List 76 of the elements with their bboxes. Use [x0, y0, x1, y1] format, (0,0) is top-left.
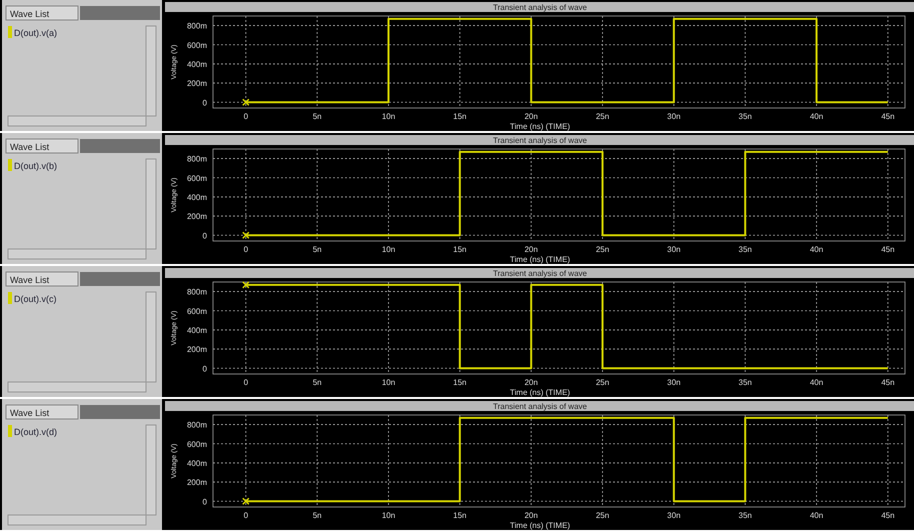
x-tick-label: 45n — [881, 378, 895, 387]
y-tick-label: 800m — [186, 420, 208, 430]
x-tick-label: 25n — [596, 112, 610, 121]
y-tick-label: 400m — [186, 192, 208, 202]
y-tick-label: 0 — [202, 497, 208, 506]
y-tick-label: 400m — [186, 60, 208, 69]
text: Wave List — [10, 408, 50, 418]
x-axis-title: Time (ns) (TIME) — [510, 388, 570, 397]
x-tick-label: 10n — [382, 378, 396, 387]
x-tick-label: 45n — [881, 245, 895, 254]
x-tick-label: 10n — [382, 245, 396, 254]
y-tick-label: 400m — [186, 458, 208, 468]
x-tick-label: 20n — [524, 378, 538, 387]
x-tick-label: 25n — [596, 378, 610, 387]
x-tick-label: 40n — [810, 378, 824, 387]
legend-label: D(out).v(a) — [14, 28, 58, 38]
x-tick-label: 15n — [453, 245, 467, 254]
x-tick-label: 30n — [667, 511, 681, 520]
chart-title: Transient analysis of wave — [493, 3, 588, 12]
chart-title: Transient analysis of wave — [493, 269, 588, 278]
x-tick-label: 25n — [596, 511, 610, 520]
x-tick-label: 0 — [244, 378, 249, 387]
x-axis-title: Time (ns) (TIME) — [510, 255, 570, 264]
y-tick-label: 800m — [186, 22, 208, 31]
x-tick-label: 15n — [453, 511, 467, 520]
y-tick-label: 800m — [186, 154, 208, 164]
x-tick-label: 15n — [453, 378, 467, 387]
y-tick-label: 200m — [186, 212, 208, 222]
x-tick-label: 30n — [667, 378, 681, 387]
text: Wave List — [10, 9, 50, 19]
legend-label: D(out).v(c) — [14, 294, 56, 304]
x-tick-label: 25n — [596, 245, 610, 254]
y-tick-label: 0 — [202, 98, 208, 108]
x-axis-title: Time (ns) (TIME) — [510, 122, 570, 131]
chart-title: Transient analysis of wave — [493, 136, 588, 145]
y-tick-label: 800m — [186, 288, 208, 297]
y-tick-label: 200m — [186, 79, 208, 88]
x-tick-label: 40n — [810, 511, 824, 520]
y-tick-label: 200m — [186, 478, 208, 488]
y-tick-label: 0 — [202, 364, 208, 374]
y-tick-label: 0 — [202, 231, 208, 240]
x-tick-label: 35n — [738, 112, 752, 121]
y-tick-label: 200m — [186, 345, 208, 354]
y-tick-label: 600m — [186, 440, 208, 449]
x-axis-title: Time (ns) (TIME) — [510, 521, 570, 530]
y-tick-label: 600m — [186, 40, 208, 50]
x-tick-label: 35n — [738, 245, 752, 254]
x-tick-label: 0 — [244, 245, 249, 254]
x-tick-label: 10n — [382, 511, 396, 520]
x-tick-label: 10n — [382, 112, 396, 121]
x-tick-label: 35n — [738, 511, 752, 520]
chart-title: Transient analysis of wave — [493, 402, 588, 411]
x-tick-label: 45n — [881, 112, 895, 121]
legend-label: D(out).v(b) — [14, 161, 58, 171]
x-tick-label: 40n — [810, 112, 824, 121]
x-tick-label: 35n — [738, 378, 752, 387]
x-tick-label: 5n — [312, 511, 322, 520]
x-tick-label: 5n — [312, 112, 322, 121]
y-tick-label: 600m — [186, 306, 208, 316]
x-tick-label: 5n — [312, 378, 322, 387]
x-tick-label: 0 — [244, 112, 249, 121]
x-tick-label: 5n — [312, 245, 322, 254]
x-tick-label: 40n — [810, 245, 824, 254]
text: Wave List — [10, 142, 50, 152]
x-tick-label: 20n — [524, 245, 538, 254]
x-tick-label: 20n — [524, 511, 538, 520]
y-tick-label: 600m — [186, 174, 208, 183]
x-tick-label: 20n — [524, 112, 538, 121]
x-tick-label: 30n — [667, 112, 681, 121]
legend-label: D(out).v(d) — [14, 427, 58, 437]
x-tick-label: 15n — [453, 112, 467, 121]
x-tick-label: 45n — [881, 511, 895, 520]
x-tick-label: 30n — [667, 245, 681, 254]
x-tick-label: 0 — [244, 511, 249, 520]
text: Wave List — [10, 275, 50, 285]
y-tick-label: 400m — [186, 326, 208, 335]
